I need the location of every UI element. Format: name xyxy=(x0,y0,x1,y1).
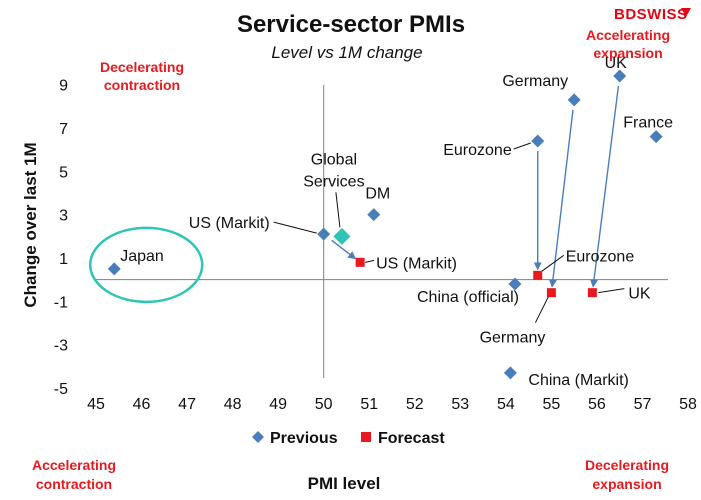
axes xyxy=(94,85,668,378)
x-tick-label: 46 xyxy=(133,396,151,413)
label-previous-germany: Germany xyxy=(502,73,568,90)
label-forecast-us-markit: US (Markit) xyxy=(376,255,457,272)
x-tick-label: 54 xyxy=(497,396,515,413)
y-tick-label: 9 xyxy=(59,78,68,95)
svg-text:expansion: expansion xyxy=(592,476,661,492)
bdswiss-logo-text: BDSWISS xyxy=(614,6,688,23)
x-tick-label: 51 xyxy=(360,396,378,413)
point-previous-us-markit xyxy=(317,227,331,241)
leader-previous-us-markit xyxy=(273,221,317,234)
label-previous-china-markit: China (Markit) xyxy=(528,372,628,389)
y-tick-label: 5 xyxy=(59,164,68,181)
leader-global-services xyxy=(335,192,341,228)
point-forecast-germany xyxy=(546,288,556,298)
point-previous-japan xyxy=(107,262,121,276)
leader-forecast-uk xyxy=(598,288,625,294)
y-tick-label: 1 xyxy=(59,251,68,268)
legend-label-previous: Previous xyxy=(270,430,338,447)
point-previous-france xyxy=(649,130,663,144)
legend-swatch-forecast xyxy=(361,432,371,442)
svg-text:contraction: contraction xyxy=(104,77,180,93)
svg-text:contraction: contraction xyxy=(36,476,112,492)
legend-item-previous: Previous xyxy=(252,430,338,447)
svg-text:Accelerating: Accelerating xyxy=(586,27,670,43)
x-tick-label: 55 xyxy=(542,396,560,413)
y-tick-label: -3 xyxy=(54,338,68,355)
label-previous-china-official: China (official) xyxy=(417,289,519,306)
x-tick-label: 58 xyxy=(679,396,697,413)
y-tick-label: 7 xyxy=(59,121,68,138)
point-forecast-us-markit xyxy=(355,257,365,267)
y-tick-label: -1 xyxy=(54,294,68,311)
x-tick-label: 56 xyxy=(588,396,606,413)
label-previous-uk: UK xyxy=(605,55,628,72)
point-forecast-eurozone xyxy=(533,270,543,280)
data-marks xyxy=(88,69,663,380)
leader-forecast-eurozone xyxy=(541,254,565,272)
label-previous-dm: DM xyxy=(365,186,390,203)
point-global-services xyxy=(333,227,351,245)
point-labels: Japan US (Markit) DM China (official) Eurozo… xyxy=(120,55,673,389)
point-previous-uk xyxy=(613,69,627,83)
legend-label-forecast: Forecast xyxy=(378,430,445,447)
chart-title: Service-sector PMIs xyxy=(237,11,465,38)
label-previous-japan: Japan xyxy=(120,248,164,265)
point-forecast-uk xyxy=(587,288,597,298)
point-previous-germany xyxy=(567,93,581,107)
arrow-uk xyxy=(590,85,620,288)
y-axis-label: Change over last 1M xyxy=(21,142,40,307)
svg-text:Decelerating: Decelerating xyxy=(585,457,669,473)
x-tick-label: 57 xyxy=(634,396,652,413)
quadrant-label-top-right: Accelerating expansion xyxy=(586,27,670,61)
label-forecast-germany: Germany xyxy=(480,330,546,347)
label-leader-lines xyxy=(273,142,625,323)
x-tick-label: 53 xyxy=(451,396,469,413)
quadrant-label-bottom-left: Accelerating contraction xyxy=(32,457,116,492)
svg-text:Decelerating: Decelerating xyxy=(100,59,184,75)
svg-text:expansion: expansion xyxy=(593,45,662,61)
point-previous-eurozone xyxy=(531,134,545,148)
leader-forecast-us-markit xyxy=(365,259,375,263)
bdswiss-logo: BDSWISS xyxy=(614,6,691,23)
x-tick-label: 49 xyxy=(269,396,287,413)
y-tick-label: -5 xyxy=(54,381,68,398)
point-previous-china-official xyxy=(508,277,522,291)
y-tick-label: 3 xyxy=(59,208,68,225)
chart-subtitle: Level vs 1M change xyxy=(271,43,422,62)
legend-swatch-previous xyxy=(252,431,264,443)
label-global-services-line1: Global xyxy=(311,151,357,168)
point-previous-dm xyxy=(367,208,381,222)
x-tick-label: 45 xyxy=(87,396,105,413)
quadrant-label-bottom-right: Decelerating expansion xyxy=(585,457,669,492)
point-previous-china-markit xyxy=(503,366,517,380)
label-global-services-line2: Services xyxy=(303,173,364,190)
x-tick-label: 50 xyxy=(315,396,333,413)
leader-forecast-germany xyxy=(534,296,549,323)
label-forecast-uk: UK xyxy=(628,286,651,303)
x-tick-label: 48 xyxy=(224,396,242,413)
svg-text:Accelerating: Accelerating xyxy=(32,457,116,473)
arrow-germany xyxy=(548,109,574,288)
leader-previous-eurozone xyxy=(513,142,531,150)
legend: Previous Forecast xyxy=(252,430,445,447)
legend-item-forecast: Forecast xyxy=(361,430,445,447)
x-tick-label: 47 xyxy=(178,396,196,413)
x-tick-label: 52 xyxy=(406,396,424,413)
highlight-circle-japan xyxy=(88,226,204,304)
label-forecast-eurozone: Eurozone xyxy=(566,248,635,265)
label-previous-france: France xyxy=(623,115,673,132)
transition-arrows xyxy=(331,85,620,288)
arrow-us-markit xyxy=(331,239,357,260)
quadrant-label-top-left: Decelerating contraction xyxy=(100,59,184,93)
label-previous-eurozone: Eurozone xyxy=(443,142,512,159)
label-previous-us-markit: US (Markit) xyxy=(189,215,270,232)
x-axis-label: PMI level xyxy=(308,474,381,493)
